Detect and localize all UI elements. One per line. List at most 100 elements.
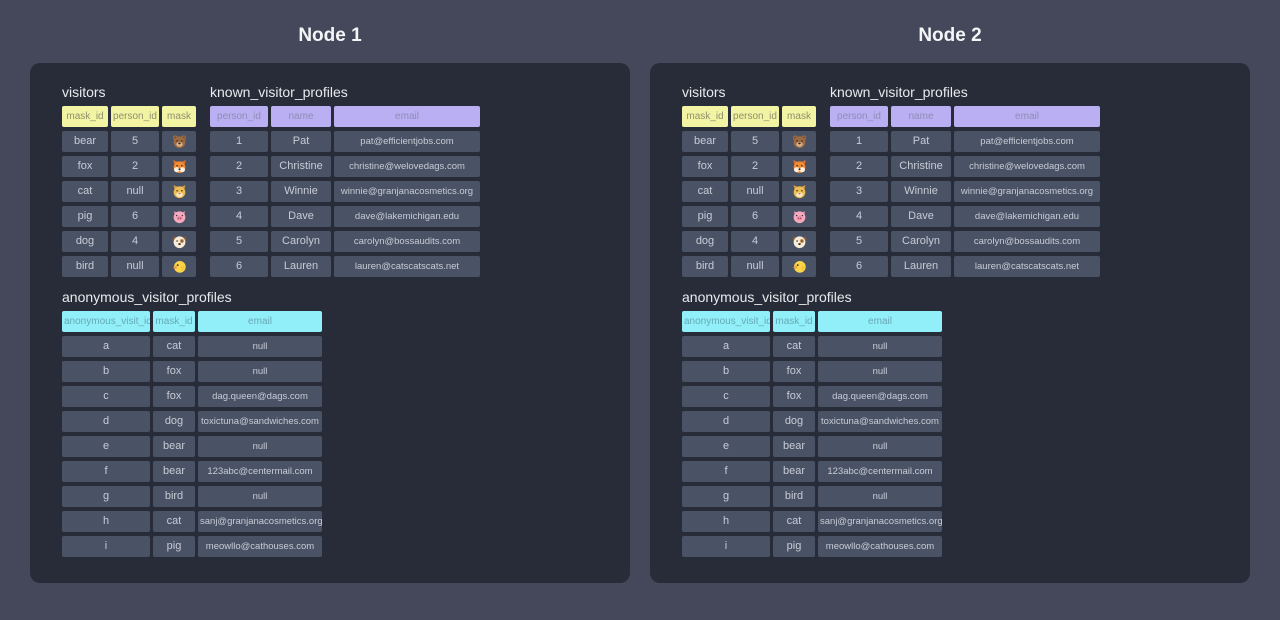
cell-person_id: 1 bbox=[210, 131, 268, 152]
cell-person_id: 4 bbox=[731, 231, 779, 252]
cell-anonymous_visit_id: c bbox=[682, 386, 770, 407]
cell-email: null bbox=[198, 486, 322, 507]
cell-email: null bbox=[818, 336, 942, 357]
cell-email: 123abc@centermail.com bbox=[198, 461, 322, 482]
cell-person_id: 1 bbox=[830, 131, 888, 152]
cell-mask_id: pig bbox=[682, 206, 728, 227]
known-visitor-profiles-table-title: known_visitor_profiles bbox=[830, 84, 968, 100]
known-visitor-profiles-table-block: known_visitor_profiles person_id name emai… bbox=[830, 84, 1100, 277]
cell-email: lauren@catscatscats.net bbox=[334, 256, 480, 277]
cell-mask_id: bird bbox=[62, 256, 108, 277]
cell-mask_id: bird bbox=[153, 486, 195, 507]
cell-email: dave@lakemichigan.edu bbox=[334, 206, 480, 227]
cell-email: dag.queen@dags.com bbox=[198, 386, 322, 407]
dog-emoji-icon bbox=[782, 231, 816, 252]
cell-mask_id: fox bbox=[682, 156, 728, 177]
cell-email: lauren@catscatscats.net bbox=[954, 256, 1100, 277]
visitors-table-block: visitors mask_id person_id mask bear 5 fox 2 ca… bbox=[62, 84, 196, 277]
anonymous-visitor-profiles-table: anonymous_visit_id mask_id email a cat null b f… bbox=[62, 311, 606, 557]
pig-emoji-icon bbox=[782, 206, 816, 227]
cell-anonymous_visit_id: b bbox=[62, 361, 150, 382]
cell-email: carolyn@bossaudits.com bbox=[954, 231, 1100, 252]
cell-mask_id: bear bbox=[153, 436, 195, 457]
cell-name: Dave bbox=[271, 206, 331, 227]
cell-name: Pat bbox=[271, 131, 331, 152]
cell-anonymous_visit_id: h bbox=[682, 511, 770, 532]
visitors-table-title: visitors bbox=[62, 84, 106, 100]
cat-emoji-icon bbox=[782, 181, 816, 202]
cell-name: Carolyn bbox=[271, 231, 331, 252]
known-visitor-profiles-table: person_id name email 1 Pat pat@efficientjobs.… bbox=[830, 106, 1100, 277]
cell-email: sanj@granjanacosmetics.org bbox=[818, 511, 942, 532]
cell-anonymous_visit_id: e bbox=[62, 436, 150, 457]
cell-mask_id: bird bbox=[773, 486, 815, 507]
cell-person_id: 6 bbox=[830, 256, 888, 277]
cat-emoji-icon bbox=[162, 181, 196, 202]
cell-name: Lauren bbox=[891, 256, 951, 277]
cell-email: toxictuna@sandwiches.com bbox=[818, 411, 942, 432]
cell-person_id: 6 bbox=[731, 206, 779, 227]
column-header-mask_id: mask_id bbox=[682, 106, 728, 127]
cell-email: dag.queen@dags.com bbox=[818, 386, 942, 407]
node-2-panel: visitors mask_id person_id mask bear 5 fox 2 ca… bbox=[650, 63, 1250, 583]
anonymous-visitor-profiles-table-title: anonymous_visitor_profiles bbox=[682, 289, 852, 305]
node-1-top-row: visitors mask_id person_id mask bear 5 fox 2 ca… bbox=[62, 84, 606, 277]
cell-email: winnie@granjanacosmetics.org bbox=[334, 181, 480, 202]
cell-mask_id: fox bbox=[153, 386, 195, 407]
column-header-email: email bbox=[334, 106, 480, 127]
cell-person_id: null bbox=[111, 181, 159, 202]
column-header-email: email bbox=[818, 311, 942, 332]
cell-person_id: 4 bbox=[830, 206, 888, 227]
cell-anonymous_visit_id: d bbox=[682, 411, 770, 432]
cell-email: winnie@granjanacosmetics.org bbox=[954, 181, 1100, 202]
cell-name: Dave bbox=[891, 206, 951, 227]
cell-mask_id: pig bbox=[773, 536, 815, 557]
cell-anonymous_visit_id: d bbox=[62, 411, 150, 432]
cell-anonymous_visit_id: c bbox=[62, 386, 150, 407]
cell-email: 123abc@centermail.com bbox=[818, 461, 942, 482]
anonymous-visitor-profiles-table-block: anonymous_visitor_profiles anonymous_vis… bbox=[682, 289, 1226, 557]
cell-name: Christine bbox=[271, 156, 331, 177]
cell-mask_id: bird bbox=[682, 256, 728, 277]
cell-anonymous_visit_id: i bbox=[682, 536, 770, 557]
cell-email: null bbox=[198, 436, 322, 457]
bear-emoji-icon bbox=[162, 131, 196, 152]
cell-mask_id: pig bbox=[62, 206, 108, 227]
visitors-table-title: visitors bbox=[682, 84, 726, 100]
cell-person_id: null bbox=[111, 256, 159, 277]
cell-email: pat@efficientjobs.com bbox=[334, 131, 480, 152]
cell-mask_id: cat bbox=[682, 181, 728, 202]
cell-email: pat@efficientjobs.com bbox=[954, 131, 1100, 152]
column-header-mask: mask bbox=[162, 106, 196, 127]
cell-person_id: 6 bbox=[111, 206, 159, 227]
cell-email: null bbox=[818, 361, 942, 382]
cell-person_id: 2 bbox=[731, 156, 779, 177]
known-visitor-profiles-table-block: known_visitor_profiles person_id name emai… bbox=[210, 84, 480, 277]
cell-mask_id: bear bbox=[153, 461, 195, 482]
cell-mask_id: bear bbox=[773, 461, 815, 482]
bird-emoji-icon bbox=[162, 256, 196, 277]
cell-mask_id: bear bbox=[62, 131, 108, 152]
cell-anonymous_visit_id: a bbox=[682, 336, 770, 357]
column-header-name: name bbox=[891, 106, 951, 127]
cell-mask_id: fox bbox=[773, 361, 815, 382]
cell-email: dave@lakemichigan.edu bbox=[954, 206, 1100, 227]
column-header-mask_id: mask_id bbox=[773, 311, 815, 332]
dog-emoji-icon bbox=[162, 231, 196, 252]
cell-mask_id: bear bbox=[682, 131, 728, 152]
cell-person_id: 5 bbox=[830, 231, 888, 252]
cell-email: meowllo@cathouses.com bbox=[198, 536, 322, 557]
cell-name: Carolyn bbox=[891, 231, 951, 252]
cell-anonymous_visit_id: h bbox=[62, 511, 150, 532]
cell-email: carolyn@bossaudits.com bbox=[334, 231, 480, 252]
cell-person_id: 3 bbox=[830, 181, 888, 202]
cell-mask_id: cat bbox=[773, 336, 815, 357]
cell-email: christine@welovedags.com bbox=[334, 156, 480, 177]
fox-emoji-icon bbox=[162, 156, 196, 177]
cell-email: null bbox=[198, 361, 322, 382]
cell-anonymous_visit_id: g bbox=[62, 486, 150, 507]
cell-mask_id: dog bbox=[682, 231, 728, 252]
cell-person_id: null bbox=[731, 181, 779, 202]
cell-person_id: 5 bbox=[111, 131, 159, 152]
cell-person_id: 2 bbox=[210, 156, 268, 177]
